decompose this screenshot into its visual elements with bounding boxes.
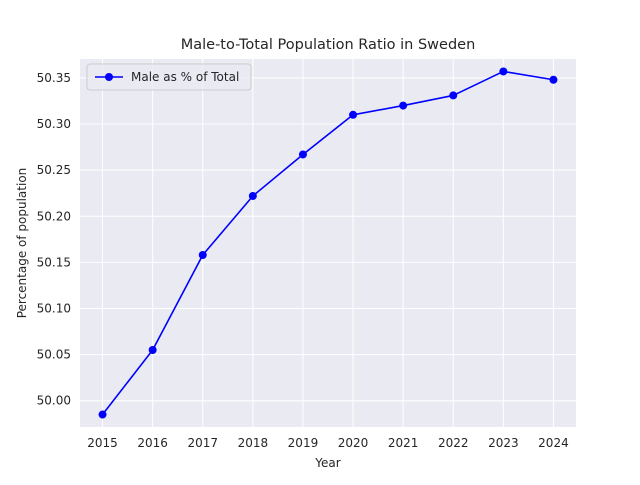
x-tick-label: 2024 bbox=[538, 436, 569, 450]
data-point bbox=[449, 91, 458, 100]
series-line bbox=[101, 70, 554, 416]
data-point bbox=[198, 250, 207, 259]
x-tick-label: 2021 bbox=[388, 436, 419, 450]
data-point bbox=[499, 67, 508, 76]
y-tick-label: 50.15 bbox=[37, 255, 71, 269]
chart-title: Male-to-Total Population Ratio in Sweden bbox=[181, 37, 476, 53]
data-point bbox=[148, 345, 157, 354]
data-point bbox=[248, 191, 257, 200]
x-tick-label: 2019 bbox=[288, 436, 319, 450]
x-tick-label: 2020 bbox=[338, 436, 369, 450]
x-tick-label: 2018 bbox=[238, 436, 269, 450]
legend-entry-label: Male as % of Total bbox=[131, 70, 239, 84]
data-point bbox=[549, 75, 558, 84]
y-tick-label: 50.30 bbox=[37, 117, 71, 131]
legend-box bbox=[86, 63, 252, 91]
x-axis-label: Year bbox=[314, 456, 340, 470]
x-tick-label: 2015 bbox=[87, 436, 118, 450]
grid bbox=[80, 59, 576, 427]
y-tick-label: 50.35 bbox=[37, 71, 71, 85]
data-point bbox=[98, 410, 107, 419]
y-tick-labels: 50.00 50.05 50.10 50.15 50.20 50.25 50.30 50.35 bbox=[37, 71, 71, 408]
x-tick-label: 2023 bbox=[488, 436, 519, 450]
legend: Male as % of Total bbox=[86, 63, 252, 91]
x-tick-label: 2016 bbox=[137, 436, 168, 450]
legend-marker-swatch bbox=[105, 73, 113, 81]
x-tick-label: 2017 bbox=[187, 436, 218, 450]
y-tick-label: 50.10 bbox=[37, 301, 71, 315]
series bbox=[98, 67, 558, 419]
x-tick-labels: 2015 2016 2017 2018 2019 2020 2021 2022 2023 2024 bbox=[87, 436, 568, 450]
x-tick-label: 2022 bbox=[438, 436, 469, 450]
plot-area bbox=[80, 59, 576, 427]
y-tick-label: 50.00 bbox=[37, 394, 71, 408]
data-point bbox=[349, 110, 358, 119]
y-axis-label: Percentage of population bbox=[15, 168, 29, 319]
y-tick-label: 50.05 bbox=[37, 348, 71, 362]
data-point bbox=[399, 101, 408, 110]
y-tick-label: 50.20 bbox=[37, 209, 71, 223]
y-tick-label: 50.25 bbox=[37, 163, 71, 177]
data-point bbox=[298, 150, 307, 159]
